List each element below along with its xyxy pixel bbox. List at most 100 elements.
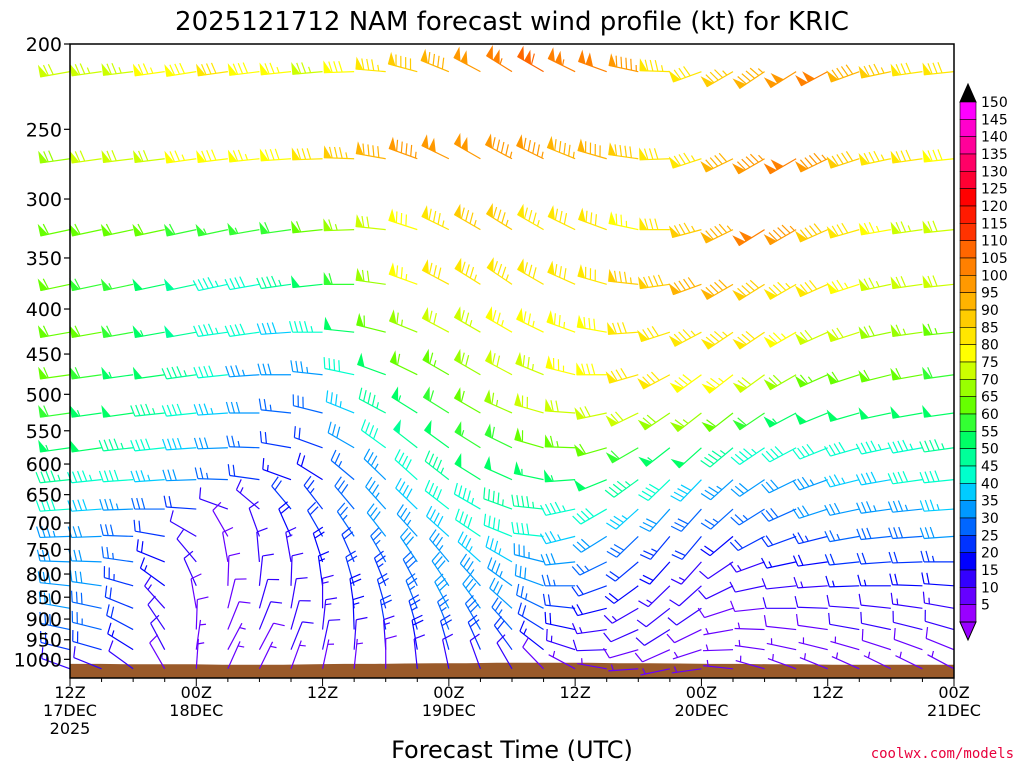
wind-barb xyxy=(605,411,639,427)
wind-barb xyxy=(925,627,955,651)
wind-barb xyxy=(635,629,671,646)
wind-barb xyxy=(668,329,702,347)
wind-barb xyxy=(100,223,134,237)
wind-barb xyxy=(413,634,425,669)
wind-barb xyxy=(321,597,338,630)
wind-barb xyxy=(424,450,450,481)
wind-barb xyxy=(638,479,671,502)
wind-barb xyxy=(37,223,71,237)
wind-barb xyxy=(547,205,576,231)
wind-barb xyxy=(486,45,513,73)
y-tick-label: 550 xyxy=(26,421,62,443)
wind-barb xyxy=(517,45,544,73)
wind-barb xyxy=(73,646,102,670)
colorbar-swatch xyxy=(959,396,977,415)
wind-barb xyxy=(605,561,639,582)
wind-barb xyxy=(290,577,308,609)
wind-barb xyxy=(161,403,197,417)
wind-barb xyxy=(855,471,891,486)
colorbar-label: 110 xyxy=(981,234,1008,250)
wind-barb xyxy=(67,470,102,484)
wind-barb xyxy=(890,275,923,290)
wind-barb xyxy=(571,561,607,576)
wind-barb xyxy=(519,620,544,651)
wind-barb xyxy=(794,374,828,388)
wind-barb xyxy=(572,535,608,553)
wind-barb xyxy=(405,573,418,609)
wind-barb xyxy=(303,475,324,510)
wind-barb xyxy=(890,149,923,164)
wind-barb xyxy=(453,348,481,376)
y-tick-label: 1000 xyxy=(14,649,62,671)
wind-barb xyxy=(37,278,71,292)
colorbar-swatch xyxy=(959,465,977,484)
wind-barb xyxy=(136,539,165,563)
wind-barb xyxy=(227,464,260,481)
wind-barb xyxy=(227,222,260,236)
wind-barb xyxy=(516,134,544,160)
colorbar-swatch xyxy=(959,483,977,501)
wind-barb xyxy=(639,147,670,161)
y-tick-label: 650 xyxy=(26,485,62,507)
wind-barb xyxy=(469,633,481,669)
y-tick-label: 850 xyxy=(26,587,62,609)
wind-barb xyxy=(763,615,797,631)
wind-barb xyxy=(291,61,323,75)
colorbar-label: 75 xyxy=(981,355,999,371)
wind-barb xyxy=(571,623,607,635)
colorbar-label: 15 xyxy=(981,563,999,579)
wind-barb xyxy=(402,551,418,587)
wind-barb xyxy=(702,644,734,652)
wind-barb xyxy=(763,224,797,246)
wind-barb xyxy=(514,427,544,449)
wind-barb xyxy=(669,412,702,433)
wind-barb xyxy=(100,278,134,292)
wind-barb xyxy=(424,419,450,449)
colorbar-swatch xyxy=(959,205,977,224)
wind-barb xyxy=(457,531,481,563)
wind-barb xyxy=(101,325,134,338)
wind-barb xyxy=(668,152,702,169)
wind-barb xyxy=(858,593,891,609)
wind-barb xyxy=(453,132,481,160)
wind-barb xyxy=(863,651,892,670)
wind-barb xyxy=(792,554,828,567)
wind-barb xyxy=(355,56,386,73)
wind-barb xyxy=(608,142,639,160)
wind-barb xyxy=(824,502,860,516)
wind-barb xyxy=(576,362,607,376)
wind-barb xyxy=(101,404,134,418)
wind-barb xyxy=(895,651,923,670)
y-tick-label: 700 xyxy=(26,513,62,535)
wind-barb xyxy=(794,329,828,345)
wind-barb xyxy=(794,412,828,425)
colorbar-swatch xyxy=(959,223,977,241)
x-tick-label: 12Z xyxy=(307,683,338,702)
wind-barb xyxy=(824,553,860,566)
wind-barb xyxy=(639,58,670,73)
colorbar-swatch xyxy=(959,431,977,449)
wind-barb xyxy=(493,616,513,651)
wind-barb xyxy=(391,386,418,414)
wind-barb xyxy=(193,437,228,450)
wind-barb xyxy=(37,64,71,78)
wind-barb xyxy=(794,152,828,173)
wind-barb xyxy=(71,610,102,631)
wind-barb xyxy=(164,325,197,338)
wind-barb xyxy=(858,150,891,166)
wind-barb xyxy=(922,404,955,418)
wind-barb xyxy=(132,325,165,338)
wind-barb xyxy=(858,222,891,236)
wind-barb xyxy=(924,609,955,631)
wind-barb xyxy=(604,585,639,604)
wind-barb xyxy=(670,508,702,532)
wind-barb xyxy=(395,477,418,510)
wind-barb xyxy=(732,67,765,89)
wind-barb xyxy=(133,150,165,163)
wind-barb xyxy=(467,614,481,650)
terrain-ground xyxy=(70,662,954,678)
colorbar-swatch xyxy=(959,517,977,536)
wind-barb xyxy=(672,649,702,660)
colorbar-label: 100 xyxy=(981,268,1008,284)
wind-barb xyxy=(517,203,544,231)
